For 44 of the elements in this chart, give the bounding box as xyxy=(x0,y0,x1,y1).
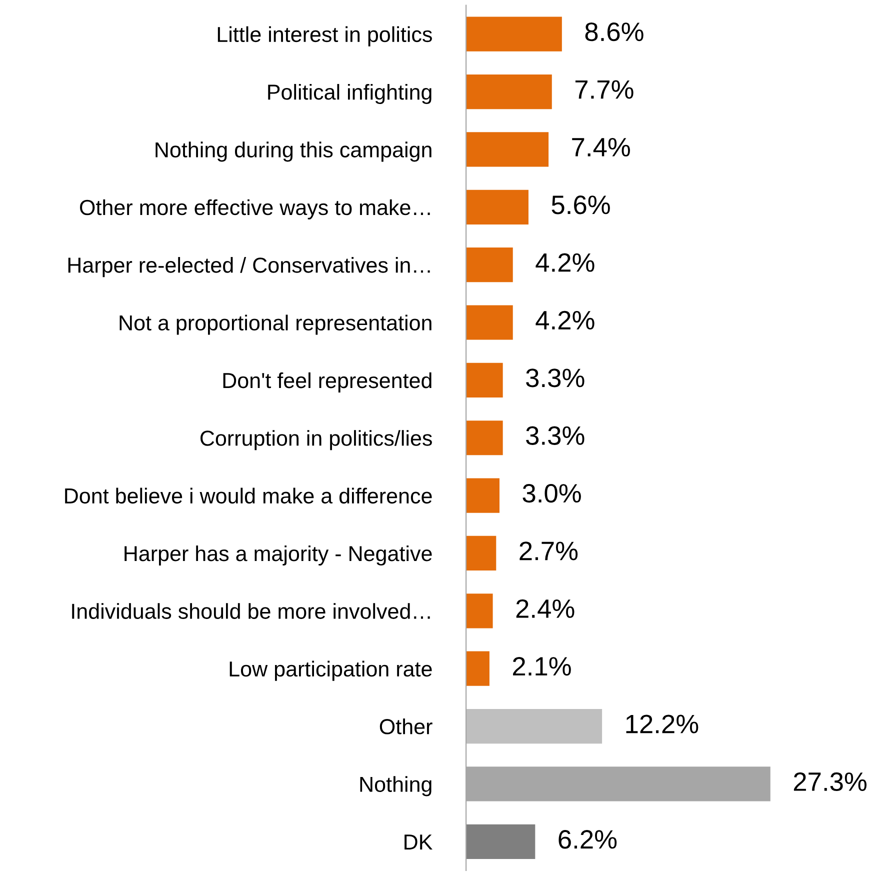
y-tick-label: Harper has a majority - Negative xyxy=(124,545,432,566)
bar xyxy=(466,248,513,282)
y-tick-label: Political infighting xyxy=(268,84,432,104)
y-tick-label: Dont believe i would make a difference xyxy=(65,488,432,504)
bar xyxy=(466,190,528,224)
y-tick-label: Little interest in politics xyxy=(218,26,432,46)
bar xyxy=(466,651,490,686)
data-label: 27.3% xyxy=(794,772,866,792)
bar xyxy=(466,74,552,110)
bar xyxy=(466,362,503,398)
y-tick-label: Individuals should be more involved… xyxy=(72,603,430,619)
y-tick-label: Other xyxy=(380,718,432,734)
bar xyxy=(466,824,536,859)
data-label: 2.4% xyxy=(516,599,574,618)
data-label: 7.4% xyxy=(572,138,630,156)
bar xyxy=(466,708,602,744)
data-label: 3.3% xyxy=(526,368,584,388)
data-label: 8.6% xyxy=(585,22,644,42)
bar xyxy=(466,132,549,167)
data-label: 6.2% xyxy=(558,830,617,849)
data-label: 4.2% xyxy=(536,310,594,330)
y-tick-label: Don't feel represented xyxy=(223,372,432,392)
y-tick-label: Other more effective ways to make… xyxy=(80,199,430,220)
bar xyxy=(466,16,562,52)
bar xyxy=(466,305,513,340)
data-label: 3.0% xyxy=(522,484,581,503)
bar xyxy=(466,536,496,571)
data-label: 7.7% xyxy=(575,80,634,99)
y-tick-label: Nothing xyxy=(360,776,432,796)
y-tick-label: Low participation rate xyxy=(230,660,432,681)
y-tick-label: Harper re-elected / Conservatives in… xyxy=(68,257,430,278)
data-label: 3.3% xyxy=(526,426,584,445)
data-label: 12.2% xyxy=(626,714,698,734)
data-label: 2.7% xyxy=(520,542,578,560)
data-label: 5.6% xyxy=(552,196,610,214)
bar xyxy=(466,594,493,628)
bar xyxy=(466,478,500,513)
bar xyxy=(466,420,503,456)
data-label: 2.1% xyxy=(513,657,571,676)
y-tick-label: Nothing during this campaign xyxy=(156,142,432,162)
y-tick-label: Corruption in politics/lies xyxy=(200,430,432,450)
y-tick-label: DK xyxy=(404,834,432,850)
y-tick-label: Not a proportional representation xyxy=(120,314,432,335)
data-label: 4.2% xyxy=(536,253,594,272)
